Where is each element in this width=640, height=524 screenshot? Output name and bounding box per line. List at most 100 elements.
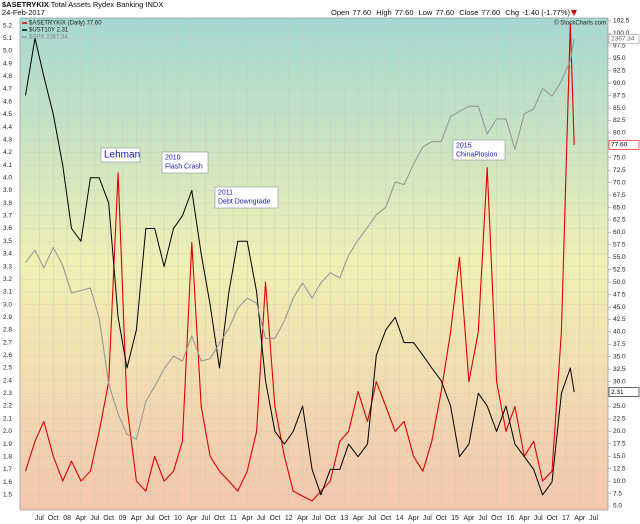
y2-tick-label: 7.5	[613, 490, 622, 497]
y2-tick-label: 35.0	[613, 353, 626, 360]
y-tick-label: 4.4	[3, 124, 12, 131]
y-tick-label: 4.5	[3, 111, 12, 118]
y2-tick-label: 32.5	[613, 366, 626, 373]
y-tick-label: 4.7	[3, 86, 12, 93]
lines	[24, 22, 575, 502]
legend-label: $ASETRYKIX (Daily) 77.60	[29, 21, 102, 27]
quote-label: High	[376, 8, 392, 17]
y-tick-label: 2.5	[3, 365, 12, 372]
y2-tick-label: 80.0	[613, 130, 626, 137]
y-tick-label: 3.7	[3, 213, 12, 220]
x-tick-label: Jul	[534, 515, 543, 522]
overlay: Jul Oct 08 Apr Jul Oct 09 Apr Jul Oct 10 Apr Jul Oct 1…	[3, 18, 640, 522]
quote-label: Chg	[505, 8, 520, 17]
quote-label: Close	[459, 8, 479, 17]
x-tick-label: Oct	[325, 515, 336, 522]
y-tick-label: 4.8	[3, 73, 12, 80]
y2-tick-label: 5.0	[613, 503, 622, 510]
y2-tick-label: 10.0	[613, 478, 626, 485]
last-value-box	[608, 34, 640, 44]
y2-tick-label: 97.5	[613, 43, 626, 50]
y-tick-label: 2.9	[3, 314, 12, 321]
y-tick-label: 1.6	[3, 479, 12, 486]
y-tick-label: 3.8	[3, 200, 12, 207]
y-tick-label: 2.2	[3, 403, 12, 410]
x-tick-label: Oct	[436, 515, 447, 522]
x-tick-label: Oct	[547, 515, 558, 522]
x-tick-label: 11	[230, 515, 237, 522]
y2-tick-label: 25.0	[613, 403, 626, 410]
x-tick-label: 13	[340, 515, 348, 522]
y2-tick-label: 22.5	[613, 416, 626, 423]
x-tick-label: Apr	[242, 515, 254, 522]
y-tick-label: 3.6	[3, 225, 12, 232]
x-tick-label: Oct	[48, 515, 59, 522]
x-tick-label: 09	[119, 515, 127, 522]
annotation-box	[100, 147, 141, 163]
x-tick-label: Apr	[408, 515, 420, 522]
annotation-text: 2011	[218, 189, 233, 196]
y2-tick-label: 82.5	[613, 117, 626, 124]
annotation-box	[452, 139, 506, 161]
x-tick-label: Apr	[574, 515, 586, 522]
x-tick-label: Apr	[297, 515, 309, 522]
grid	[20, 18, 611, 510]
annotation-box	[214, 186, 279, 209]
x-tick-label: Oct	[380, 515, 391, 522]
y2-tick-label: 15.0	[613, 453, 626, 460]
y2-tick-label: 75.0	[613, 155, 626, 162]
x-tick-label: Apr	[186, 515, 198, 522]
series-line	[25, 37, 575, 496]
x-tick-label: Jul	[312, 515, 321, 522]
x-tick-label: Apr	[353, 515, 365, 522]
y-tick-label: 4.3	[3, 136, 12, 143]
y2-tick-label: 100.0	[613, 30, 630, 37]
y-tick-label: 5.0	[3, 48, 12, 55]
y-tick-label: 1.8	[3, 453, 12, 460]
last-value-label: 2367.34	[611, 36, 635, 43]
y2-tick-label: 57.5	[613, 242, 626, 249]
quote-value: 77.60	[435, 8, 455, 17]
y2-tick-label: 17.5	[613, 441, 626, 448]
header-title: $ASETRYKIX Total Assets Rydex Banking IN…	[2, 1, 163, 9]
x-tick-label: Apr	[76, 515, 88, 522]
y2-tick-label: 90.0	[613, 80, 626, 87]
y2-tick-label: 85.0	[613, 105, 626, 112]
y-tick-label: 3.3	[3, 263, 12, 270]
y2-tick-label: 95.0	[613, 55, 626, 62]
annotation-text: 2015	[456, 142, 472, 149]
y2-tick-label: 102.5	[613, 18, 630, 25]
x-tick-label: 15	[451, 515, 459, 522]
date: 24-Feb-2017	[2, 8, 45, 17]
quote-label: Open	[331, 8, 350, 17]
y2-tick-label: 52.5	[613, 266, 626, 273]
x-tick-label: Jul	[257, 515, 266, 522]
y-tick-label: 3.5	[3, 238, 12, 245]
y-tick-label: 3.2	[3, 276, 12, 283]
y-tick-label: 5.2	[3, 22, 12, 29]
y-tick-label: 1.7	[3, 466, 12, 473]
y-tick-label: 2.6	[3, 352, 12, 359]
y-tick-label: 4.6	[3, 98, 12, 105]
y2-tick-label: 62.5	[613, 217, 626, 224]
y-tick-label: 2.4	[3, 377, 12, 384]
x-tick-label: Jul	[478, 515, 487, 522]
y2-tick-label: 30.0	[613, 378, 626, 385]
y-tick-label: 4.1	[3, 162, 12, 169]
y-tick-label: 4.2	[3, 149, 12, 156]
y-tick-label: 3.4	[3, 251, 12, 258]
legend-label: $UST10Y 2.31	[29, 28, 69, 34]
x-tick-label: 12	[285, 515, 293, 522]
y-tick-label: 4.0	[3, 174, 12, 181]
x-tick-label: Jul	[423, 515, 432, 522]
annotation-text: Lehman	[104, 150, 140, 161]
x-tick-label: Jul	[589, 515, 598, 522]
y2-tick-label: 12.5	[613, 465, 626, 472]
y2-tick-label: 72.5	[613, 167, 626, 174]
y2-tick-label: 67.5	[613, 192, 626, 199]
quote-value: 77.60	[352, 8, 372, 17]
quote-value: 77.60	[481, 8, 501, 17]
y2-tick-label: 47.5	[613, 291, 626, 298]
